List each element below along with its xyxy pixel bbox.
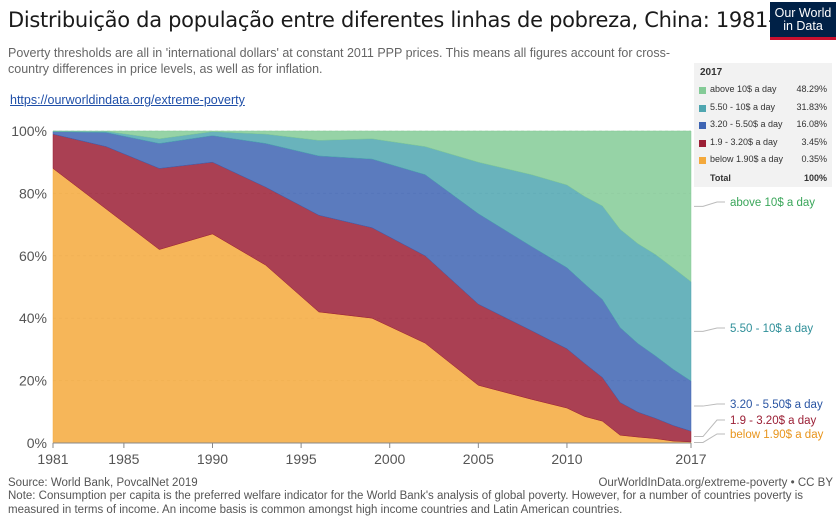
x-tick-label: 1985: [108, 451, 139, 467]
end-label: 3.20 - 5.50$ a day: [730, 399, 823, 411]
y-tick-label: 40%: [19, 310, 47, 326]
x-tick-label: 1981: [37, 451, 68, 467]
x-tick-label: 2005: [463, 451, 494, 467]
legend-value: 16.08%: [796, 119, 827, 129]
legend-value: 31.83%: [796, 101, 827, 112]
legend-row[interactable]: 1.9 - 3.20$ a day 3.45%: [699, 137, 827, 154]
y-tick-label: 0%: [27, 435, 47, 451]
x-tick-label: 1995: [286, 451, 317, 467]
legend-value: 48.29%: [796, 84, 827, 94]
legend-label: 1.9 - 3.20$ a day: [710, 136, 778, 147]
legend-row[interactable]: above 10$ a day 48.29%: [699, 84, 827, 101]
footer-url[interactable]: OurWorldInData.org/extreme-poverty • CC …: [598, 477, 833, 489]
end-label: above 10$ a day: [730, 197, 815, 209]
chart-title: Distribuição da população entre diferent…: [8, 8, 828, 32]
source-link[interactable]: https://ourworldindata.org/extreme-pover…: [10, 93, 245, 107]
legend-swatch: [699, 87, 706, 94]
legend-row[interactable]: 3.20 - 5.50$ a day 16.08%: [699, 119, 827, 136]
series-end-labels: above 10$ a day 5.50 - 10$ a day 3.20 - 5.…: [694, 197, 824, 443]
legend-label: above 10$ a day: [710, 84, 777, 94]
legend-row[interactable]: 5.50 - 10$ a day 31.83%: [699, 102, 827, 119]
footer-source: Source: World Bank, PovcalNet 2019: [8, 477, 198, 489]
end-label: below 1.90$ a day: [730, 429, 824, 441]
x-tick-label: 2000: [374, 451, 405, 467]
footer-note: Note: Consumption per capita is the pref…: [8, 490, 804, 516]
x-tick-label: 1990: [197, 451, 228, 467]
legend-row[interactable]: below 1.90$ a day 0.35%: [699, 154, 827, 171]
legend-swatch: [699, 104, 706, 112]
logo-line-2: in Data: [783, 19, 823, 33]
y-axis: 0% 20% 40% 60% 80% 100%: [11, 123, 47, 451]
area-series-4[interactable]: above 10$ a day: [52, 130, 692, 283]
legend-value: 0.35%: [801, 154, 827, 164]
legend-swatch: [699, 122, 706, 129]
end-label-connector: [694, 327, 725, 332]
end-label: 1.9 - 3.20$ a day: [730, 415, 817, 427]
x-tick-label: 2010: [551, 451, 582, 467]
owid-logo[interactable]: Our World in Data: [770, 2, 836, 40]
end-label-connector: [694, 201, 725, 207]
x-axis: 1981 1985 1990 1995 2000 2005 2010 2017: [37, 442, 707, 467]
x-tick-label: 2017: [675, 451, 706, 467]
legend-year: 2017: [700, 67, 723, 78]
y-tick-label: 60%: [19, 248, 47, 264]
legend-total-label: Total: [710, 173, 731, 183]
end-label-connector: [694, 433, 725, 443]
legend-swatch: [699, 139, 706, 147]
chart-subtitle: Poverty thresholds are all in 'internati…: [8, 46, 671, 76]
logo-line-1: Our World: [774, 6, 832, 20]
legend-label: 5.50 - 10$ a day: [710, 101, 776, 112]
legend-label: 3.20 - 5.50$ a day: [710, 119, 783, 129]
legend-table: 2017 above 10$ a day 48.29% 5.50 - 10$ a d…: [694, 63, 832, 187]
legend-value: 3.45%: [801, 136, 827, 147]
y-tick-label: 20%: [19, 373, 47, 389]
y-tick-label: 100%: [11, 123, 47, 139]
y-tick-label: 80%: [19, 185, 47, 201]
legend-label: below 1.90$ a day: [710, 154, 784, 164]
end-label: 5.50 - 10$ a day: [730, 323, 813, 335]
legend-swatch: [699, 157, 706, 164]
end-label-connector: [694, 419, 725, 438]
end-label-connector: [694, 403, 725, 407]
legend-total-value: 100%: [803, 173, 827, 183]
